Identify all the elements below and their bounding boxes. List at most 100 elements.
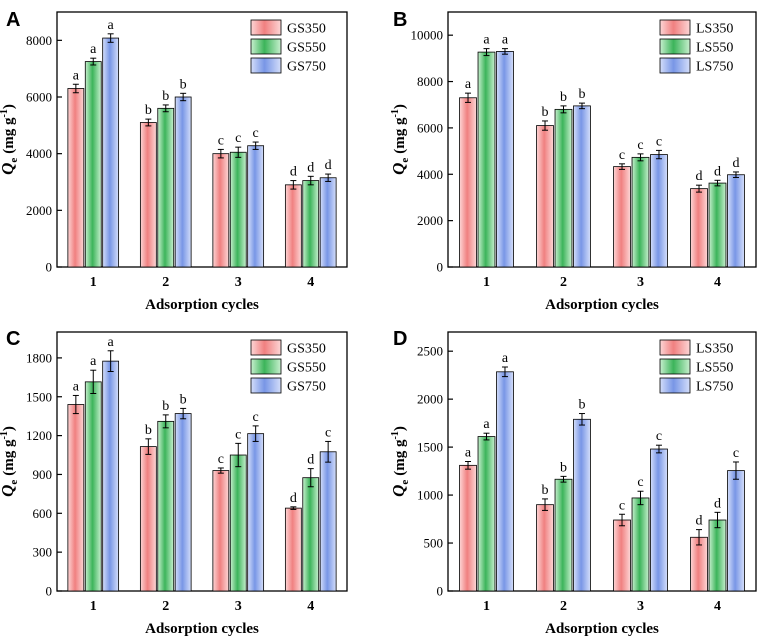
significance-letter: a bbox=[465, 446, 472, 461]
legend-swatch bbox=[659, 358, 691, 375]
error-bar bbox=[578, 413, 585, 426]
significance-letter: b bbox=[145, 103, 152, 118]
legend-swatch bbox=[659, 38, 691, 55]
bar-gs550-cycle-3 bbox=[229, 151, 247, 268]
legend-label: LS350 bbox=[696, 342, 733, 357]
significance-letter: d bbox=[307, 453, 314, 468]
error-bar bbox=[619, 513, 626, 527]
legend-swatch bbox=[250, 57, 282, 74]
bar-ls750-cycle-1 bbox=[496, 51, 514, 268]
significance-letter: d bbox=[325, 158, 332, 173]
bar-gs550-cycle-3 bbox=[229, 454, 247, 592]
significance-letter: b bbox=[578, 87, 585, 102]
y-axis-title: Qe(mg g-1) bbox=[0, 426, 20, 497]
error-bar bbox=[542, 120, 549, 131]
y-tick-label: 500 bbox=[424, 536, 444, 551]
bar-ls550-cycle-2 bbox=[554, 108, 573, 268]
significance-letter: c bbox=[619, 498, 625, 513]
plot-frame bbox=[56, 331, 348, 592]
bar-gs350-cycle-1 bbox=[67, 404, 85, 592]
error-bar bbox=[325, 440, 332, 463]
bar-ls750-cycle-3 bbox=[650, 154, 668, 268]
bar-ls350-cycle-1 bbox=[459, 464, 477, 592]
bar-gs350-cycle-3 bbox=[212, 470, 230, 592]
error-bar bbox=[465, 92, 472, 103]
y-axis-title: Qe(mg g-1) bbox=[389, 426, 411, 497]
legend-swatch bbox=[659, 377, 691, 394]
plot-frame bbox=[56, 11, 348, 268]
legend-swatch bbox=[250, 358, 282, 375]
significance-letter: d bbox=[714, 164, 721, 179]
legend-swatch bbox=[250, 339, 282, 356]
bar-ls550-cycle-1 bbox=[477, 51, 496, 268]
error-bar bbox=[290, 506, 297, 510]
significance-letter: b bbox=[145, 423, 152, 438]
x-tick-label: 4 bbox=[307, 599, 314, 614]
significance-letter: a bbox=[108, 18, 115, 33]
y-tick-label: 1000 bbox=[417, 488, 443, 503]
significance-letter: d bbox=[290, 491, 297, 506]
significance-letter: a bbox=[73, 379, 80, 394]
panel-label: C bbox=[6, 328, 20, 350]
bar-gs350-cycle-4 bbox=[284, 507, 302, 592]
legend-label: GS750 bbox=[287, 380, 326, 395]
bar-gs350-cycle-2 bbox=[139, 122, 157, 268]
significance-letter: b bbox=[578, 398, 585, 413]
panel-label: B bbox=[393, 9, 407, 31]
error-bar bbox=[145, 118, 152, 127]
plot-frame bbox=[447, 11, 757, 268]
significance-letter: a bbox=[90, 42, 97, 57]
significance-letter: b bbox=[180, 77, 187, 92]
bar-ls750-cycle-4 bbox=[727, 174, 745, 268]
x-tick-label: 2 bbox=[560, 599, 567, 614]
panel-label: A bbox=[6, 9, 20, 31]
error-bar bbox=[290, 180, 297, 190]
bar-gs750-cycle-1 bbox=[102, 360, 120, 592]
bar-ls750-cycle-2 bbox=[573, 418, 591, 592]
error-bar bbox=[72, 394, 79, 415]
bar-gs750-cycle-3 bbox=[247, 433, 265, 592]
y-tick-label: 6000 bbox=[26, 90, 52, 105]
significance-letter: a bbox=[502, 351, 509, 366]
error-bar bbox=[483, 432, 490, 441]
bar-gs750-cycle-3 bbox=[247, 145, 265, 268]
legend: GS350 GS550 GS750 bbox=[250, 339, 326, 395]
significance-letter: c bbox=[733, 446, 739, 461]
error-bar bbox=[560, 475, 567, 483]
error-bar bbox=[325, 173, 332, 182]
bar-ls750-cycle-1 bbox=[496, 371, 514, 592]
legend-swatch bbox=[250, 19, 282, 36]
significance-letter: b bbox=[542, 105, 549, 120]
bar-gs750-cycle-2 bbox=[174, 413, 192, 592]
error-bar bbox=[307, 468, 314, 488]
y-tick-label: 1800 bbox=[26, 350, 52, 365]
chart-panel-d: D050010001500200025001aaa2bbb3ccc4ddcAds… bbox=[389, 328, 757, 637]
error-bar bbox=[235, 442, 242, 468]
significance-letter: a bbox=[465, 77, 472, 92]
bar-gs350-cycle-1 bbox=[67, 88, 85, 268]
bar-ls350-cycle-4 bbox=[690, 188, 708, 268]
y-tick-label: 4000 bbox=[26, 146, 52, 161]
bar-ls550-cycle-3 bbox=[631, 497, 650, 592]
error-bar bbox=[696, 184, 703, 193]
significance-letter: c bbox=[253, 126, 259, 141]
y-tick-label: 8000 bbox=[26, 33, 52, 48]
significance-letter: c bbox=[218, 133, 224, 148]
significance-letter: c bbox=[218, 452, 224, 467]
x-tick-label: 1 bbox=[90, 599, 97, 614]
x-tick-label: 1 bbox=[483, 599, 490, 614]
error-bar bbox=[180, 92, 187, 102]
error-bar bbox=[732, 461, 739, 480]
error-bar bbox=[90, 57, 97, 66]
y-tick-label: 600 bbox=[33, 506, 53, 521]
significance-letter: c bbox=[325, 425, 331, 440]
x-axis-title: Adsorption cycles bbox=[145, 621, 259, 637]
significance-letter: a bbox=[502, 33, 509, 48]
bar-gs750-cycle-1 bbox=[102, 37, 120, 268]
error-bar bbox=[145, 438, 152, 455]
significance-letter: c bbox=[619, 148, 625, 163]
y-tick-label: 1500 bbox=[417, 440, 443, 455]
significance-letter: a bbox=[90, 354, 97, 369]
y-tick-label: 0 bbox=[437, 584, 444, 599]
